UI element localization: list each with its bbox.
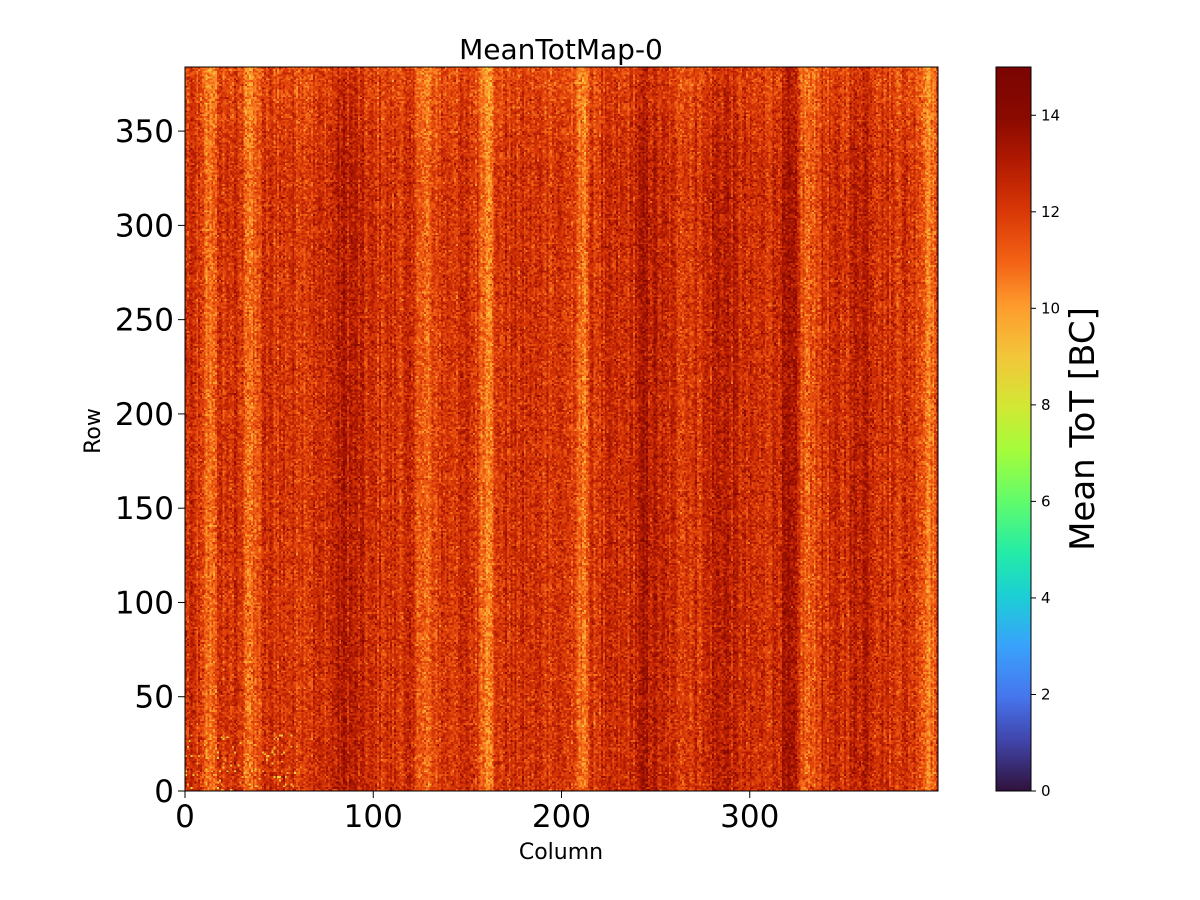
y-tick-label: 50 xyxy=(135,680,174,716)
colorbar-ticks: 0 2 4 6 8 10 12 14 xyxy=(1031,106,1060,800)
x-axis-label: Column xyxy=(519,840,603,865)
chart-title: MeanTotMap-0 xyxy=(459,33,663,66)
y-tick-label: 150 xyxy=(115,491,174,527)
y-tick-label: 300 xyxy=(115,208,174,244)
x-tick-label: 0 xyxy=(175,799,195,835)
colorbar-gradient xyxy=(995,66,1032,792)
x-tick-label: 100 xyxy=(344,799,403,835)
colorbar-tick-label: 4 xyxy=(1041,589,1051,607)
y-tick-label: 200 xyxy=(115,397,174,433)
heatmap-image xyxy=(185,67,938,791)
colorbar-tick-label: 2 xyxy=(1041,685,1051,703)
colorbar-label: Mean ToT [BC] xyxy=(1063,307,1103,551)
x-tick-label: 200 xyxy=(532,799,591,835)
x-axis: 0 100 200 300 xyxy=(175,791,779,835)
x-tick-label: 300 xyxy=(720,799,779,835)
colorbar-tick-label: 6 xyxy=(1041,492,1051,510)
colorbar: 0 2 4 6 8 10 12 14 Mean ToT [BC] xyxy=(995,66,1103,800)
colorbar-tick-label: 8 xyxy=(1041,396,1051,414)
colorbar-tick-label: 14 xyxy=(1041,106,1060,124)
y-tick-label: 100 xyxy=(115,585,174,621)
y-axis: 0 50 100 150 200 250 300 350 xyxy=(115,114,185,810)
y-tick-label: 0 xyxy=(154,774,174,810)
y-tick-label: 250 xyxy=(115,303,174,339)
colorbar-tick-label: 10 xyxy=(1041,299,1060,317)
colorbar-tick-label: 12 xyxy=(1041,203,1060,221)
plot-area xyxy=(184,66,939,792)
y-axis-label: Row xyxy=(81,408,106,454)
colorbar-tick-label: 0 xyxy=(1041,782,1051,800)
y-tick-label: 350 xyxy=(115,114,174,150)
